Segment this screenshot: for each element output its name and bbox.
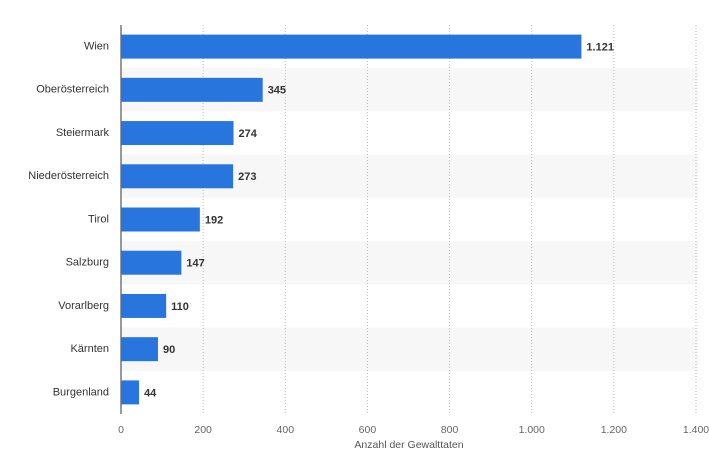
x-tick-label: 1.400 bbox=[683, 424, 709, 436]
bar bbox=[121, 380, 140, 405]
bar bbox=[121, 293, 167, 318]
x-tick-label: 0 bbox=[118, 424, 124, 436]
value-label: 274 bbox=[239, 128, 258, 140]
y-tick-label: Salzburg bbox=[66, 257, 109, 269]
value-label: 192 bbox=[205, 214, 223, 226]
bar bbox=[121, 34, 582, 59]
bar bbox=[121, 250, 182, 275]
bar bbox=[121, 121, 234, 146]
value-label: 110 bbox=[171, 301, 189, 313]
value-label: 1.121 bbox=[586, 42, 614, 54]
value-label: 147 bbox=[186, 258, 204, 270]
value-label: 345 bbox=[268, 85, 286, 97]
x-tick-label: 800 bbox=[441, 424, 459, 436]
bar bbox=[121, 77, 263, 102]
value-label: 273 bbox=[238, 171, 256, 183]
row-band bbox=[121, 241, 698, 285]
bar bbox=[121, 207, 200, 232]
bar bbox=[121, 337, 158, 362]
value-label: 44 bbox=[144, 387, 157, 399]
x-tick-label: 200 bbox=[194, 424, 212, 436]
y-tick-label: Steiermark bbox=[56, 127, 110, 139]
value-label: 90 bbox=[163, 344, 175, 356]
y-tick-label: Oberösterreich bbox=[36, 84, 109, 96]
y-tick-label: Vorarlberg bbox=[58, 300, 109, 312]
x-tick-label: 400 bbox=[277, 424, 295, 436]
bar bbox=[121, 164, 234, 189]
x-tick-label: 1.000 bbox=[519, 424, 545, 436]
x-tick-label: 1.200 bbox=[601, 424, 627, 436]
x-axis-title: Anzahl der Gewalttaten bbox=[354, 439, 463, 451]
row-band bbox=[121, 327, 698, 371]
y-tick-label: Wien bbox=[84, 41, 109, 53]
y-tick-label: Tirol bbox=[88, 213, 109, 225]
y-tick-label: Burgenland bbox=[53, 386, 109, 398]
y-tick-label: Niederösterreich bbox=[28, 170, 109, 182]
y-tick-label: Kärnten bbox=[70, 343, 109, 355]
x-tick-label: 600 bbox=[359, 424, 377, 436]
